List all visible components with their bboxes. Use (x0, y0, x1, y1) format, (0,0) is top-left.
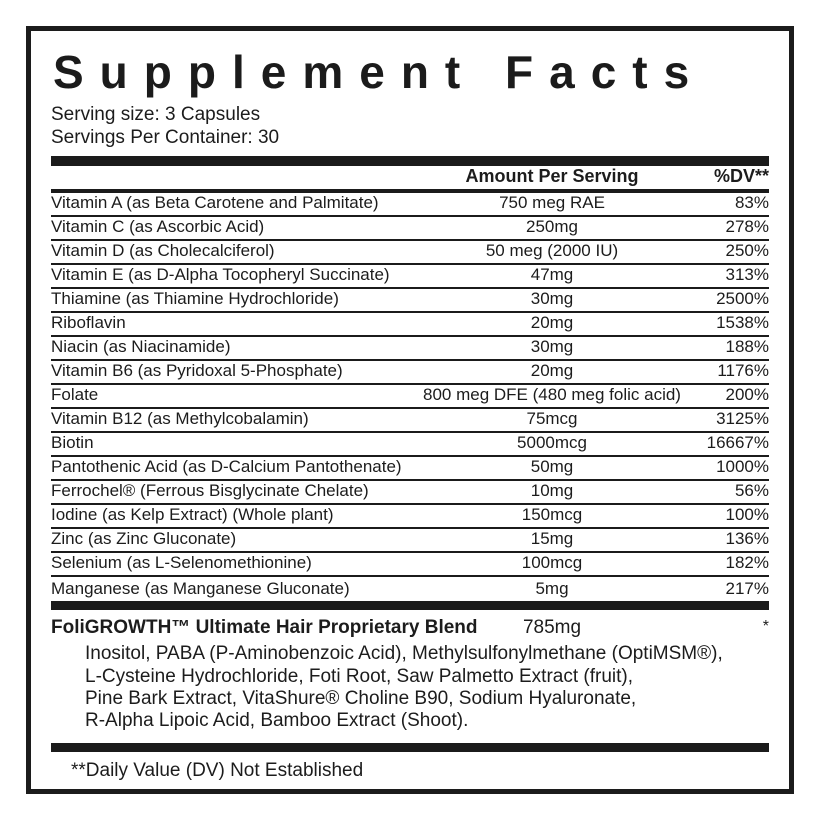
table-row: Vitamin B12 (as Methylcobalamin) 75mcg 3… (51, 409, 769, 434)
nutrient-dv: 1000% (716, 457, 769, 477)
nutrient-amount: 47mg (530, 265, 574, 285)
supplement-facts-panel: Supplement Facts Serving size: 3 Capsule… (26, 26, 794, 794)
divider-thick-middle (51, 601, 769, 611)
nutrient-dv: 136% (725, 529, 769, 549)
serving-size: Serving size: 3 Capsules (51, 103, 261, 125)
table-row: Manganese (as Manganese Gluconate) 5mg 2… (51, 577, 769, 601)
nutrient-name: Iodine (as Kelp Extract) (Whole plant) (51, 505, 334, 525)
table-row: Vitamin A (as Beta Carotene and Palmitat… (51, 193, 769, 218)
nutrient-dv: 313% (725, 265, 769, 285)
nutrient-dv: 100% (725, 505, 769, 525)
nutrient-amount: 50mg (530, 457, 574, 477)
nutrient-name: Niacin (as Niacinamide) (51, 337, 231, 357)
column-header-dv: %DV** (713, 166, 769, 187)
nutrient-amount: 30mg (530, 337, 574, 357)
nutrient-amount: 20mg (530, 313, 574, 333)
nutrient-dv: 3125% (716, 409, 769, 429)
nutrient-dv: 250% (725, 241, 769, 261)
divider-thick-bottom (51, 742, 769, 752)
nutrient-dv: 56% (734, 481, 769, 501)
nutrient-name: Thiamine (as Thiamine Hydrochloride) (51, 289, 339, 309)
nutrient-amount: 800 meg DFE (480 meg folic acid) (423, 385, 681, 405)
nutrient-name: Ferrochel® (Ferrous Bisglycinate Chelate… (51, 481, 369, 501)
table-row: Selenium (as L-Selenomethionine) 100mcg … (51, 553, 769, 578)
nutrient-name: Vitamin B6 (as Pyridoxal 5-Phosphate) (51, 361, 343, 381)
nutrient-amount: 5000mcg (517, 433, 587, 453)
nutrient-dv: 182% (725, 553, 769, 573)
nutrient-dv: 1176% (717, 361, 769, 381)
divider-thick-top (51, 156, 769, 167)
nutrient-name: Biotin (51, 433, 94, 453)
table-row: Riboflavin 20mg 1538% (51, 313, 769, 338)
table-row: Zinc (as Zinc Gluconate) 15mg 136% (51, 529, 769, 554)
nutrient-name: Vitamin E (as D-Alpha Tocopheryl Succina… (51, 265, 390, 285)
nutrient-name: Vitamin D (as Cholecalciferol) (51, 241, 275, 261)
nutrient-amount: 750 meg RAE (499, 193, 605, 213)
nutrient-name: Riboflavin (51, 313, 126, 333)
table-row: Biotin 5000mcg 16667% (51, 433, 769, 458)
table-header-row: Amount Per Serving %DV** (51, 166, 769, 194)
table-row: Pantothenic Acid (as D-Calcium Pantothen… (51, 457, 769, 482)
table-row: Niacin (as Niacinamide) 30mg 188% (51, 337, 769, 362)
servings-per-container: Servings Per Container: 30 (51, 127, 280, 149)
nutrient-name: Pantothenic Acid (as D-Calcium Pantothen… (51, 457, 402, 477)
nutrient-name: Manganese (as Manganese Gluconate) (51, 579, 350, 599)
nutrient-name: Vitamin B12 (as Methylcobalamin) (51, 409, 309, 429)
nutrient-name: Zinc (as Zinc Gluconate) (51, 529, 237, 549)
nutrient-dv: 217% (725, 579, 769, 599)
table-row: Thiamine (as Thiamine Hydrochloride) 30m… (51, 289, 769, 314)
serving-info: Serving size: 3 Capsules Servings Per Co… (51, 103, 769, 149)
nutrient-amount: 75mcg (526, 409, 578, 429)
nutrient-name: Selenium (as L-Selenomethionine) (51, 553, 312, 573)
nutrient-dv: 83% (734, 193, 769, 213)
panel-title: Supplement Facts (53, 46, 706, 98)
nutrient-dv: 1538% (716, 313, 769, 333)
nutrient-dv: 16667% (706, 433, 769, 453)
nutrient-name: Vitamin A (as Beta Carotene and Palmitat… (51, 193, 379, 213)
ingredient-line: R-Alpha Lipoic Acid, Bamboo Extract (Sho… (85, 710, 469, 732)
nutrient-amount: 150mcg (521, 505, 583, 525)
ingredient-line: Inositol, PABA (P-Aminobenzoic Acid), Me… (85, 643, 723, 665)
table-row: Vitamin B6 (as Pyridoxal 5-Phosphate) 20… (51, 361, 769, 386)
nutrient-dv: 2500% (716, 289, 769, 309)
ingredient-line: L-Cysteine Hydrochloride, Foti Root, Saw… (85, 665, 634, 687)
nutrient-amount: 250mg (526, 217, 578, 237)
blend-name: FoliGROWTH™ Ultimate Hair Proprietary Bl… (51, 617, 478, 639)
daily-value-footnote: **Daily Value (DV) Not Established (71, 759, 364, 781)
table-row: Vitamin D (as Cholecalciferol) 50 meg (2… (51, 241, 769, 266)
nutrient-amount: 100mcg (521, 553, 583, 573)
nutrient-name: Folate (51, 385, 99, 405)
table-row: Vitamin E (as D-Alpha Tocopheryl Succina… (51, 265, 769, 290)
table-row: Ferrochel® (Ferrous Bisglycinate Chelate… (51, 481, 769, 506)
table-row: Folate 800 meg DFE (480 meg folic acid) … (51, 385, 769, 410)
column-header-amount: Amount Per Serving (465, 166, 639, 187)
nutrient-amount: 5mg (535, 579, 569, 599)
table-row: Vitamin C (as Ascorbic Acid) 250mg 278% (51, 217, 769, 242)
ingredient-line: Pine Bark Extract, VitaShure® Choline B9… (85, 688, 637, 710)
blend-ingredients: Inositol, PABA (P-Aminobenzoic Acid), Me… (85, 643, 769, 733)
nutrient-dv: 278% (725, 217, 769, 237)
nutrient-dv: 188% (725, 337, 769, 357)
table-row: Iodine (as Kelp Extract) (Whole plant) 1… (51, 505, 769, 530)
blend-amount: 785mg (522, 617, 582, 639)
nutrient-amount: 50 meg (2000 IU) (485, 241, 619, 261)
nutrient-dv: 200% (725, 385, 769, 405)
nutrient-amount: 15mg (530, 529, 574, 549)
blend-header-row: FoliGROWTH™ Ultimate Hair Proprietary Bl… (51, 610, 769, 641)
blend-dv-asterisk: * (762, 618, 769, 636)
nutrient-name: Vitamin C (as Ascorbic Acid) (51, 217, 265, 237)
nutrient-table: Vitamin A (as Beta Carotene and Palmitat… (51, 193, 769, 601)
nutrient-amount: 30mg (530, 289, 574, 309)
nutrient-amount: 20mg (530, 361, 574, 381)
nutrient-amount: 10mg (530, 481, 574, 501)
